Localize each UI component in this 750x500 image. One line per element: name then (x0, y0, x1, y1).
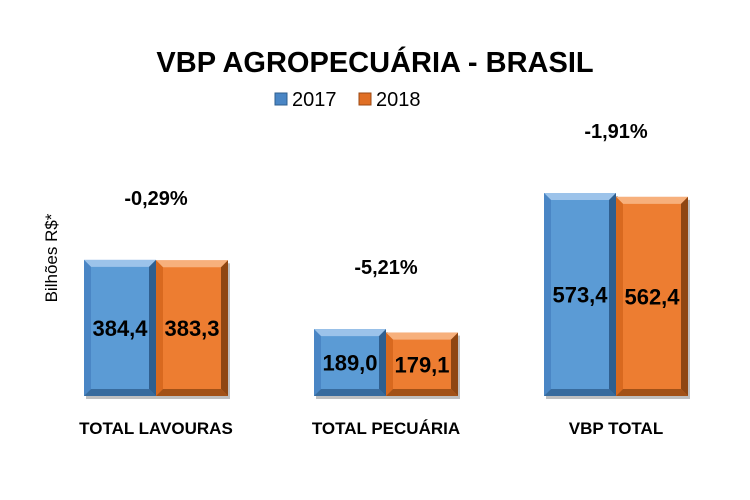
bar-bevel-top (386, 332, 458, 340)
bar-bevel-top (544, 193, 616, 200)
bar-group: 573,4 562,4 -1,91% VBP TOTAL (544, 121, 690, 438)
bar-bevel-right (149, 259, 156, 396)
bar-bevel-bottom (156, 389, 228, 396)
bar-bevel-bottom (314, 389, 386, 396)
bar-group: 189,0 179,1 -5,21% TOTAL PECUÁRIA (312, 257, 460, 438)
chart-title: VBP AGROPECUÁRIA - BRASIL (156, 45, 593, 79)
data-label: 383,3 (164, 316, 219, 341)
bar-2017: 189,0 (314, 329, 388, 399)
bar-group: 384,4 383,3 -0,29% TOTAL LAVOURAS (79, 188, 233, 438)
change-annotation: -5,21% (354, 257, 418, 279)
bar-bevel-left (386, 332, 393, 396)
bar-bevel-left (616, 196, 623, 396)
bar-2017: 384,4 (84, 259, 158, 399)
bar-face (616, 196, 688, 396)
x-tick-label: VBP TOTAL (569, 419, 663, 438)
bar-2018: 383,3 (156, 260, 230, 399)
bar-bevel-bottom (544, 389, 616, 396)
bar-bevel-top (84, 259, 156, 267)
data-label: 562,4 (624, 284, 680, 309)
bar-bevel-right (451, 332, 458, 396)
bar-bevel-left (84, 259, 91, 396)
y-axis-label: Bilhões R$* (42, 213, 61, 302)
legend-label-2018: 2018 (376, 89, 421, 111)
legend-swatch-2017 (274, 92, 288, 106)
bar-bevel-top (156, 260, 228, 268)
bar-face (156, 260, 228, 396)
bar-bevel-right (681, 196, 688, 396)
bar-face (544, 193, 616, 396)
legend: 2017 2018 (274, 89, 421, 111)
legend-label-2017: 2017 (292, 89, 337, 111)
change-annotation: -0,29% (124, 188, 188, 210)
x-tick-label: TOTAL PECUÁRIA (312, 419, 460, 438)
bar-2017: 573,4 (544, 193, 618, 399)
change-annotation: -1,91% (584, 121, 648, 143)
data-label: 384,4 (92, 316, 148, 341)
bar-2018: 562,4 (616, 196, 690, 399)
bar-bevel-right (379, 329, 386, 396)
bar-face (84, 259, 156, 396)
bar-bevel-bottom (84, 389, 156, 396)
bar-bevel-right (221, 260, 228, 396)
bar-bevel-left (314, 329, 321, 396)
data-label: 179,1 (394, 352, 449, 377)
bar-bevel-left (544, 193, 551, 396)
bar-bevel-top (616, 196, 688, 204)
bar-bevel-bottom (616, 389, 688, 396)
bar-bevel-right (609, 193, 616, 396)
data-label: 573,4 (552, 283, 608, 308)
bar-face (386, 332, 458, 396)
bar-bevel-bottom (386, 389, 458, 396)
bar-bevel-left (156, 260, 163, 396)
legend-swatch-2018 (358, 92, 372, 106)
bar-face (314, 329, 386, 396)
data-label: 189,0 (322, 351, 377, 376)
bar-2018: 179,1 (386, 332, 460, 399)
bar-bevel-top (314, 329, 386, 337)
x-tick-label: TOTAL LAVOURAS (79, 419, 233, 438)
